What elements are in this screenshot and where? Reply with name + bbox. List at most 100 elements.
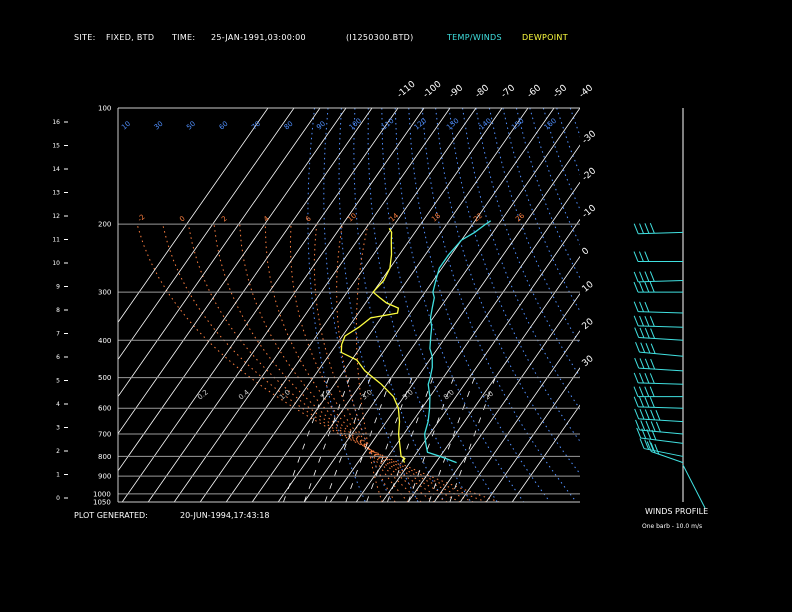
wind-barb — [639, 327, 645, 339]
moist-adiabat-line — [187, 224, 474, 502]
time-label: TIME: — [172, 33, 196, 42]
height-label: 2 — [56, 448, 60, 455]
wind-barb — [649, 386, 655, 397]
wind-shaft — [638, 382, 684, 385]
wind-barb — [644, 358, 650, 369]
moist-adiabat-label: 10 — [346, 212, 358, 224]
temperature-profile — [423, 220, 492, 464]
isotherm-label: 10 — [581, 280, 596, 295]
moist-adiabat-label: 18 — [430, 212, 442, 224]
dry-adiabat-line — [394, 108, 525, 502]
wind-barb — [634, 327, 640, 338]
height-label: 12 — [52, 213, 60, 220]
height-label: 4 — [56, 401, 60, 408]
wind-barb — [635, 419, 640, 431]
wind-barb — [649, 223, 655, 234]
isotherm-line — [225, 108, 503, 502]
plot-frame — [117, 107, 580, 503]
wind-barb — [634, 357, 640, 369]
height-label: 16 — [52, 119, 60, 126]
wind-barb — [644, 409, 650, 420]
mixing-ratio-label: 1.0 — [278, 388, 292, 401]
height-label: 7 — [56, 331, 60, 338]
wind-barb — [649, 397, 655, 408]
isotherm-label: -110 — [396, 79, 418, 100]
height-label: 14 — [52, 166, 60, 173]
dry-adiabat-line — [584, 108, 792, 502]
height-label: 5 — [56, 378, 60, 385]
isotherm-line — [485, 367, 580, 502]
wind-barb — [633, 315, 639, 327]
dry-adiabat-label: 160 — [543, 117, 558, 132]
wind-barb — [640, 342, 646, 353]
pressure-label: 500 — [98, 374, 111, 382]
isotherm-label: -70 — [500, 83, 518, 100]
moist-adiabat-line — [136, 223, 500, 502]
wind-shaft — [638, 406, 684, 409]
dry-adiabat-line — [381, 108, 498, 502]
wind-barb — [633, 251, 639, 262]
wind-shaft — [638, 280, 684, 283]
barb-note: One barb - 10.0 m/s — [642, 523, 703, 530]
wind-barb — [639, 271, 645, 282]
moist-adiabat-label: 4 — [262, 214, 271, 223]
isotherm-label: 20 — [581, 317, 596, 332]
wind-barb — [648, 440, 654, 451]
wind-shaft — [639, 429, 684, 435]
winds-profile-title: WINDS PROFILE — [645, 507, 709, 516]
dry-adiabat-label: 30 — [153, 120, 165, 132]
dry-adiabat-label: 60 — [218, 120, 230, 132]
wind-barb — [639, 396, 645, 408]
isotherm-line — [118, 108, 347, 435]
dry-adiabat-line — [323, 108, 393, 502]
pressure-label: 300 — [98, 289, 111, 297]
site-label: SITE: — [74, 33, 96, 42]
mixing-ratio-label: 0.2 — [196, 388, 210, 401]
isotherms — [118, 108, 580, 502]
dry-adiabats — [307, 108, 792, 502]
wind-barb — [644, 223, 650, 234]
isobars — [118, 223, 580, 495]
mixing-ratio-label: 20 — [483, 390, 495, 402]
height-label: 15 — [52, 143, 60, 150]
isotherm-label: -90 — [448, 83, 466, 100]
wind-barb — [650, 343, 656, 354]
height-label: 11 — [52, 237, 60, 244]
isotherm-line — [118, 108, 295, 361]
isotherm-line — [121, 108, 399, 502]
wind-barb — [633, 281, 639, 293]
wind-barb — [638, 281, 644, 293]
isotherm-label: -40 — [578, 83, 596, 100]
wind-barb — [638, 386, 644, 397]
moist-adiabats — [136, 223, 500, 502]
isotherm-line — [118, 108, 269, 323]
wind-barb — [633, 396, 639, 408]
wind-barb — [654, 443, 660, 455]
wind-barb — [644, 301, 650, 313]
moist-adiabat-label: -2 — [136, 213, 146, 224]
wind-barb — [650, 328, 656, 339]
dry-adiabat-label: 90 — [315, 120, 327, 132]
pressure-label: 100 — [98, 105, 111, 113]
height-label: 10 — [52, 260, 60, 267]
dry-adiabat-line — [338, 108, 419, 502]
moist-adiabat-label: 2 — [220, 215, 229, 224]
wind-barb — [644, 281, 650, 293]
moist-adiabat-label: 6 — [304, 214, 313, 223]
winds-profile — [633, 108, 706, 509]
isotherm-label: -20 — [581, 166, 599, 183]
moist-adiabat-line — [239, 224, 448, 502]
wind-barb — [638, 251, 644, 262]
isotherm-label: -10 — [581, 203, 599, 220]
isotherm-label: -100 — [422, 79, 444, 100]
pressure-label: 600 — [98, 405, 111, 413]
wind-barb — [633, 271, 639, 283]
dry-adiabat-label: 10 — [120, 120, 132, 132]
wind-barb — [644, 439, 650, 450]
plot-generated-value: 20-JUN-1994,17:43:18 — [180, 511, 270, 520]
dry-adiabat-line — [367, 108, 472, 502]
wind-barb — [633, 223, 639, 234]
height-label: 1 — [56, 472, 60, 479]
wind-shaft — [638, 231, 684, 235]
